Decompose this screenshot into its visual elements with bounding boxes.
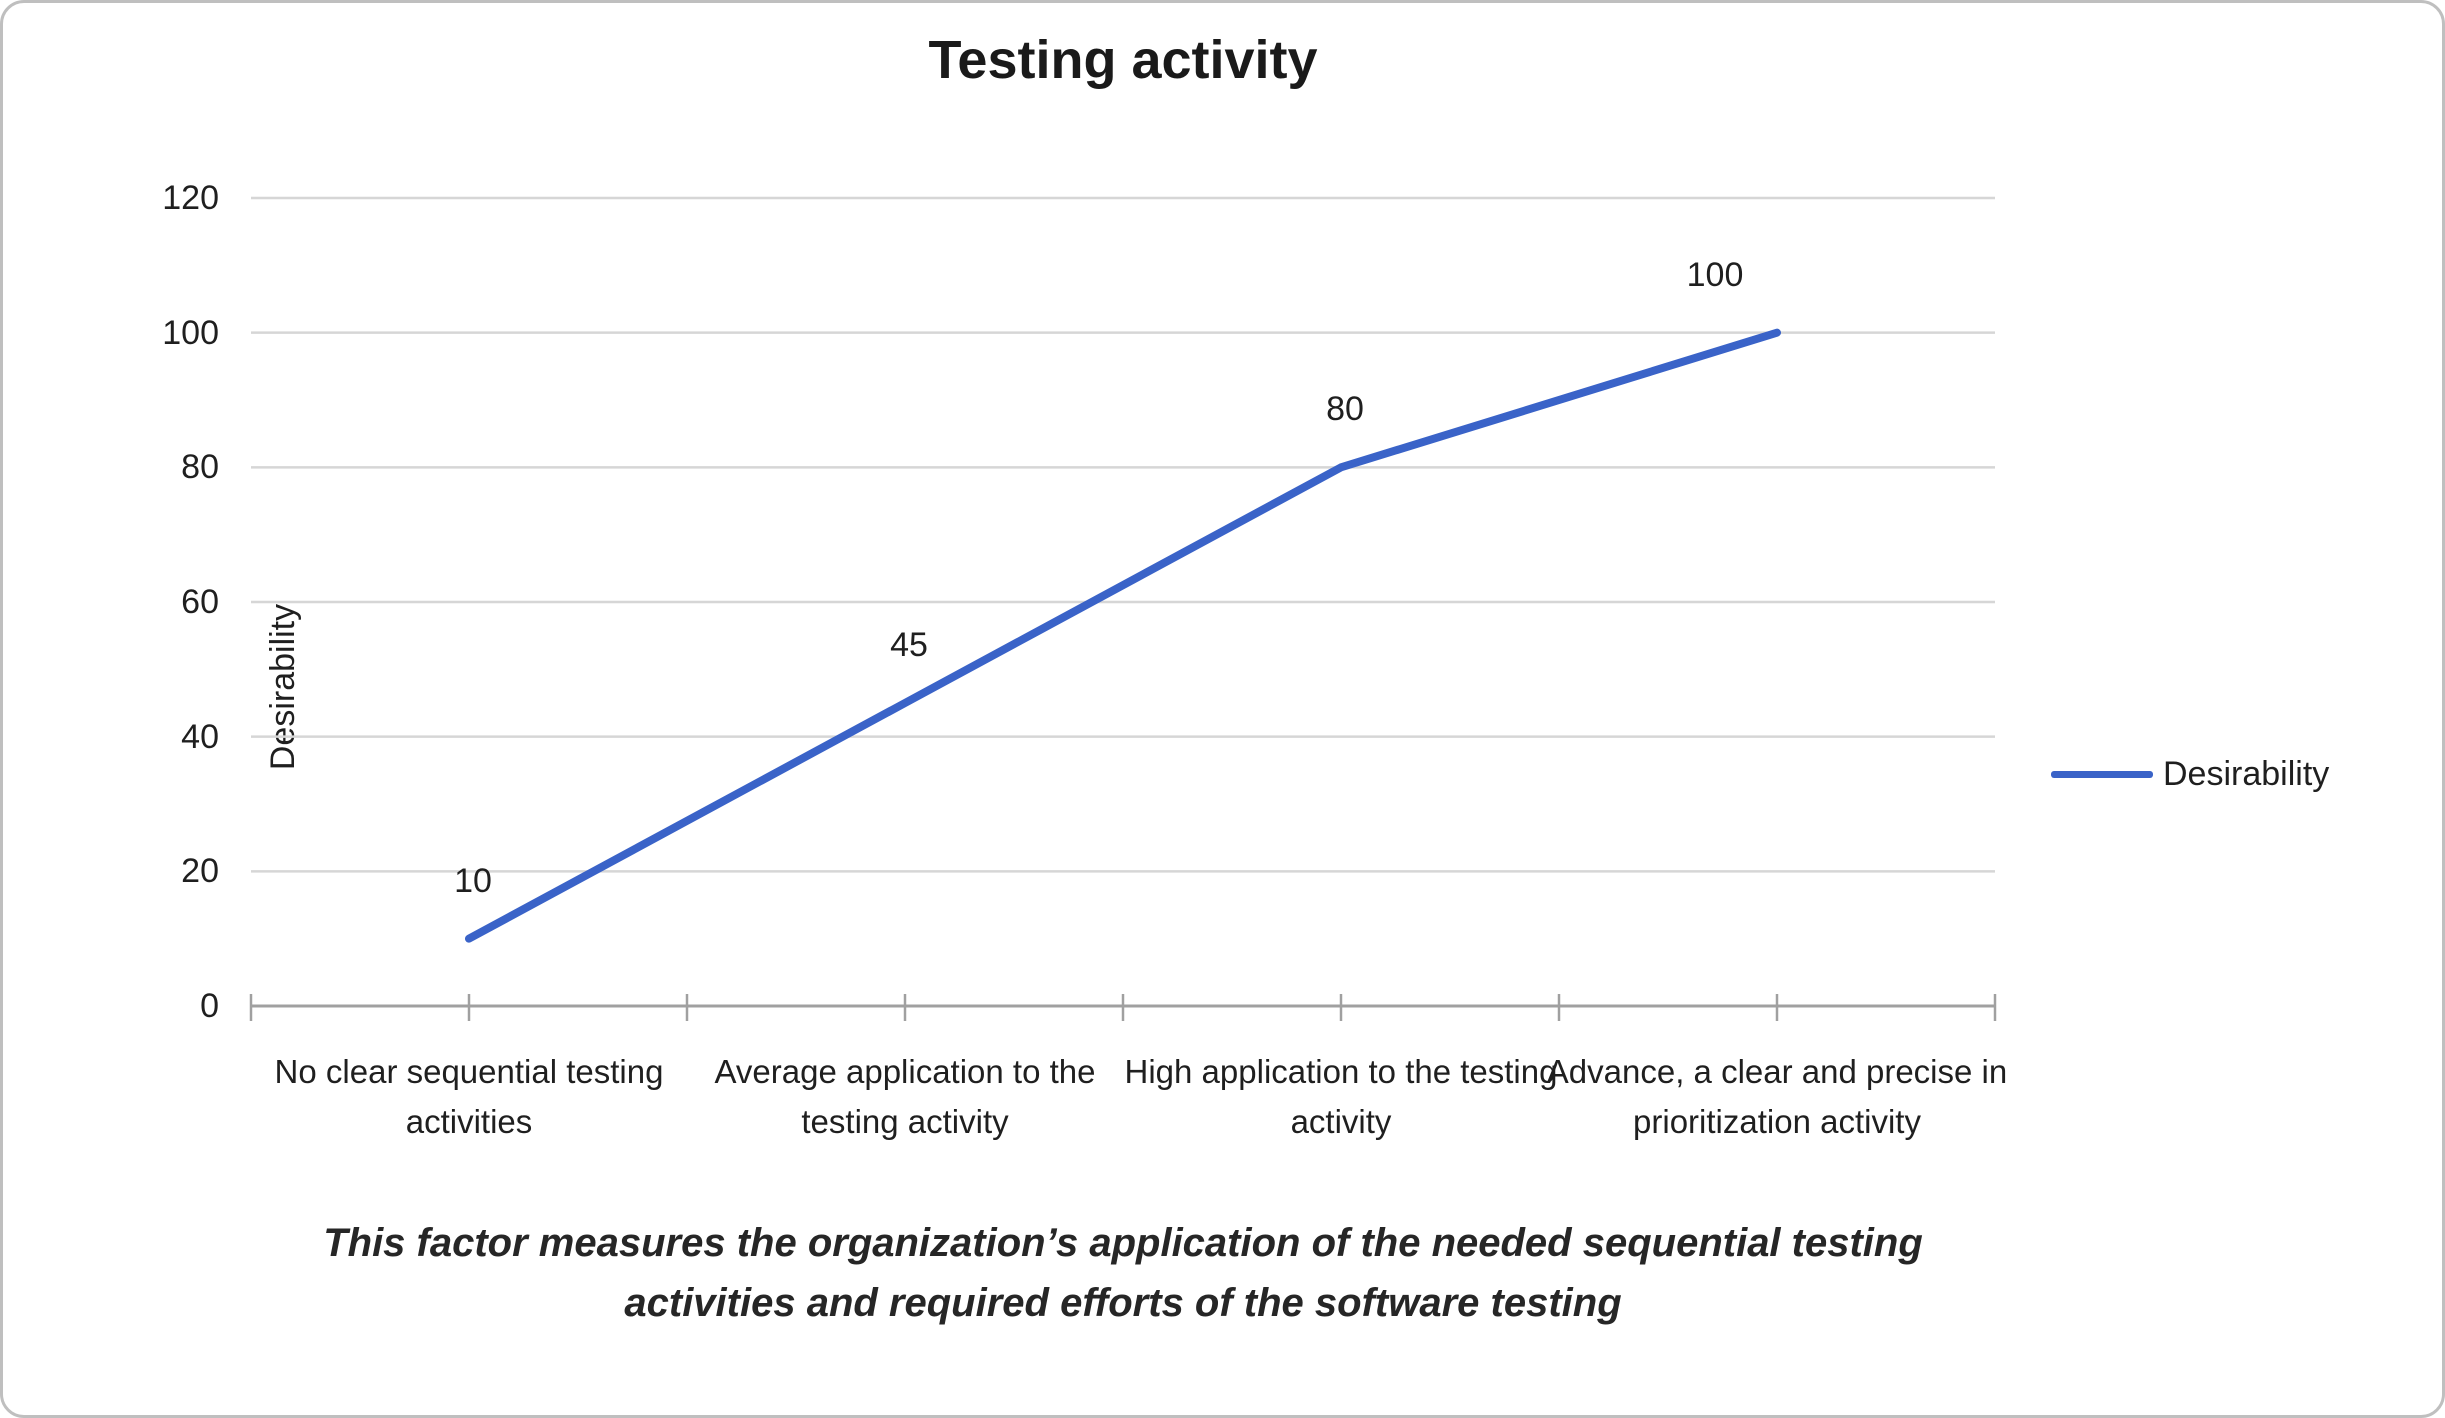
data-point-label: 80 [1326, 390, 1364, 429]
y-tick-label: 40 [181, 717, 219, 756]
chart-caption: This factor measures the organization’s … [251, 1213, 1995, 1333]
y-tick-label: 120 [162, 179, 219, 217]
y-tick-label: 100 [162, 313, 219, 352]
x-category-label: No clear sequential testing activities [274, 1053, 664, 1140]
legend-series-label: Desirability [2163, 755, 2330, 793]
chart-title: Testing activity [928, 30, 1318, 90]
x-category-label: High application to the testing activity [1124, 1053, 1558, 1140]
plot-area [249, 196, 1997, 1021]
data-point-label: 10 [454, 861, 492, 900]
y-tick-label: 0 [200, 987, 219, 1025]
y-tick-label: 60 [181, 583, 219, 621]
legend: Desirability [2051, 755, 2329, 794]
y-tick-label: 80 [181, 448, 219, 487]
data-line-desirability [465, 328, 1781, 943]
x-category-label: Average application to the testing activ… [714, 1053, 1096, 1140]
legend-line-swatch [2051, 771, 2153, 778]
data-point-label: 100 [1686, 255, 1744, 294]
caption-line-1: This factor measures the organization’s … [323, 1221, 1923, 1265]
x-category-label: Advance, a clear and precise in prioriti… [1546, 1053, 2008, 1140]
data-point-label: 45 [890, 626, 928, 664]
caption-line-2: activities and required efforts of the s… [624, 1281, 1622, 1325]
y-tick-label: 20 [181, 852, 219, 891]
